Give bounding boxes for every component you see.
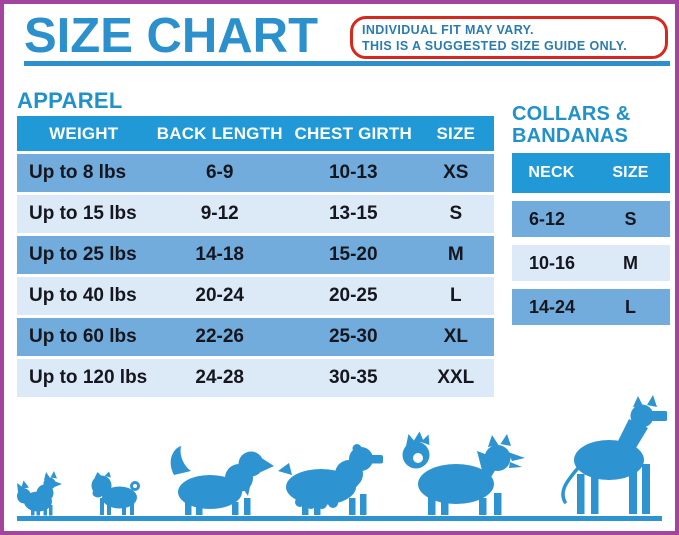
collars-heading-line-2: BANDANAS <box>512 125 629 147</box>
cell-size: M <box>623 252 638 273</box>
table-row: 6-12 S <box>512 201 670 237</box>
cell-back-length: 22-26 <box>195 326 245 347</box>
cell-size: XL <box>443 326 468 347</box>
table-row: Up to 15 lbs 9-12 13-15 S <box>17 195 494 233</box>
cell-size: XS <box>443 162 469 183</box>
apparel-size-table: WEIGHT BACK LENGTH CHEST GIRTH SIZE Up t… <box>17 116 494 397</box>
disclaimer-line-1: INDIVIDUAL FIT MAY VARY. <box>362 23 534 37</box>
table-row: Up to 40 lbs 20-24 20-25 L <box>17 277 494 315</box>
cell-neck: 14-24 <box>529 296 576 317</box>
cell-chest-girth: 15-20 <box>328 244 378 265</box>
cell-weight: Up to 120 lbs <box>29 367 148 388</box>
apparel-section-heading: APPAREL <box>17 88 123 113</box>
table-row: Up to 8 lbs 6-9 10-13 XS <box>17 154 494 192</box>
cell-size: M <box>447 244 464 265</box>
cell-weight: Up to 15 lbs <box>29 203 137 224</box>
table-row: Up to 60 lbs 22-26 25-30 XL <box>17 318 494 356</box>
cell-neck: 6-12 <box>529 208 566 229</box>
cell-size: XXL <box>437 367 475 388</box>
cell-back-length: 20-24 <box>195 285 245 306</box>
cell-back-length: 24-28 <box>195 367 245 388</box>
collars-size-table: NECK SIZE 6-12 S 10-16 M 14-24 L <box>512 153 670 325</box>
cell-weight: Up to 60 lbs <box>29 326 137 347</box>
cell-chest-girth: 25-30 <box>328 326 378 347</box>
ground-line <box>17 516 662 521</box>
column-header-weight: WEIGHT <box>49 123 119 143</box>
table-row: 14-24 L <box>512 289 670 325</box>
column-header-size: SIZE <box>612 164 649 181</box>
cell-back-length: 6-9 <box>205 162 234 183</box>
cell-weight: Up to 40 lbs <box>29 285 137 306</box>
disclaimer-box: INDIVIDUAL FIT MAY VARY. THIS IS A SUGGE… <box>350 16 668 59</box>
dog-silhouette-beagle-icon <box>159 442 274 516</box>
apparel-table-header-row: WEIGHT BACK LENGTH CHEST GIRTH SIZE <box>17 116 494 151</box>
cell-chest-girth: 20-25 <box>328 285 378 306</box>
cell-size: S <box>624 208 637 229</box>
table-row: Up to 120 lbs 24-28 30-35 XXL <box>17 359 494 397</box>
cell-weight: Up to 25 lbs <box>29 244 137 265</box>
cell-back-length: 14-18 <box>195 244 245 265</box>
cell-back-length: 9-12 <box>200 203 239 224</box>
dog-silhouette-cocker-spaniel-icon <box>276 440 383 516</box>
column-header-chest-girth: CHEST GIRTH <box>294 123 412 143</box>
cell-chest-girth: 13-15 <box>328 203 378 224</box>
page-title: SIZE CHART <box>24 9 318 63</box>
column-header-back-length: BACK LENGTH <box>156 123 283 143</box>
collars-table-header-row: NECK SIZE <box>512 153 670 193</box>
table-row: Up to 25 lbs 14-18 15-20 M <box>17 236 494 274</box>
collars-section-heading: COLLARS & BANDANAS <box>512 103 630 147</box>
column-header-size: SIZE <box>436 123 476 143</box>
dog-silhouette-husky-icon <box>397 422 525 516</box>
cell-chest-girth: 30-35 <box>328 367 378 388</box>
cell-weight: Up to 8 lbs <box>29 162 127 183</box>
collars-heading-line-1: COLLARS & <box>512 103 631 125</box>
cell-neck: 10-16 <box>529 252 576 273</box>
title-underline <box>24 61 670 66</box>
dog-silhouette-great-dane-icon <box>545 395 673 516</box>
disclaimer-line-2: THIS IS A SUGGESTED SIZE GUIDE ONLY. <box>362 39 628 53</box>
cell-chest-girth: 10-13 <box>328 162 378 183</box>
cell-size: S <box>449 203 463 224</box>
dog-silhouette-pug-icon <box>88 468 146 516</box>
dog-silhouette-pomeranian-icon <box>16 470 64 516</box>
table-row: 10-16 M <box>512 245 670 281</box>
cell-size: L <box>625 296 636 317</box>
cell-size: L <box>450 285 462 306</box>
column-header-neck: NECK <box>528 164 575 181</box>
